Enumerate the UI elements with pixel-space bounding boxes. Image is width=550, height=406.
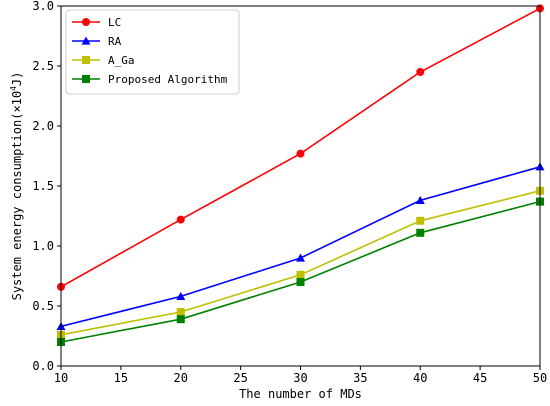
x-axis-ticks: 10 15 20 25 30 35 40 45 50: [54, 366, 547, 385]
x-tick-label: 35: [353, 371, 367, 385]
y-tick-label: 2.5: [32, 59, 54, 73]
y-tick-label: 2.0: [32, 119, 54, 133]
data-point-proposed-algorithm: [416, 228, 425, 237]
y-tick-label: 0.5: [32, 299, 54, 313]
legend-marker-ra: [81, 36, 91, 45]
legend-marker-a-ga: [82, 56, 90, 64]
y-tick-label: 3.0: [32, 0, 54, 13]
legend-label-proposed-algorithm: Proposed Algorithm: [108, 73, 228, 86]
y-axis-label-prefix: System energy consumption(×10: [10, 91, 24, 301]
legend-box: [65, 9, 240, 95]
x-tick-label: 45: [473, 371, 487, 385]
x-tick-label: 25: [233, 371, 247, 385]
x-tick-label: 20: [174, 371, 188, 385]
legend-marker-proposed-algorithm: [82, 75, 90, 83]
data-point-lc: [416, 68, 425, 76]
data-point-ra: [296, 253, 305, 262]
legend-label-a-ga: A_Ga: [108, 54, 135, 67]
legend: LC RA A_Ga Proposed Algorithm: [65, 9, 240, 95]
legend-marker-lc: [82, 18, 90, 26]
y-tick-label: 1.0: [32, 239, 54, 253]
y-axis-ticks: 0.0 0.5 1.0 1.5 2.0 2.5 3.0: [32, 0, 61, 373]
x-tick-label: 10: [54, 371, 68, 385]
legend-label-lc: LC: [108, 16, 121, 29]
y-tick-label: 0.0: [32, 359, 54, 373]
x-tick-label: 30: [293, 371, 307, 385]
x-tick-label: 40: [413, 371, 427, 385]
data-point-lc: [176, 215, 185, 224]
y-tick-label: 1.5: [32, 179, 54, 193]
y-axis-label-suffix: J): [10, 72, 24, 86]
data-point-a-ga: [416, 216, 425, 225]
series-line-a-ga: [60, 190, 541, 336]
data-point-lc: [296, 149, 305, 158]
x-tick-label: 15: [114, 371, 128, 385]
data-point-ra: [176, 291, 186, 300]
y-axis-label: System energy consumption(×104J): [9, 72, 24, 301]
data-point-a-ga: [296, 270, 305, 279]
data-point-ra: [415, 195, 425, 204]
data-point-a-ga: [176, 308, 185, 316]
x-tick-label: 50: [533, 371, 547, 385]
data-point-proposed-algorithm: [296, 278, 305, 286]
data-point-proposed-algorithm: [176, 315, 185, 324]
y-axis-label-exponent: 4: [9, 86, 18, 91]
legend-label-ra: RA: [108, 35, 122, 48]
x-axis-label: The number of MDs: [239, 387, 362, 401]
